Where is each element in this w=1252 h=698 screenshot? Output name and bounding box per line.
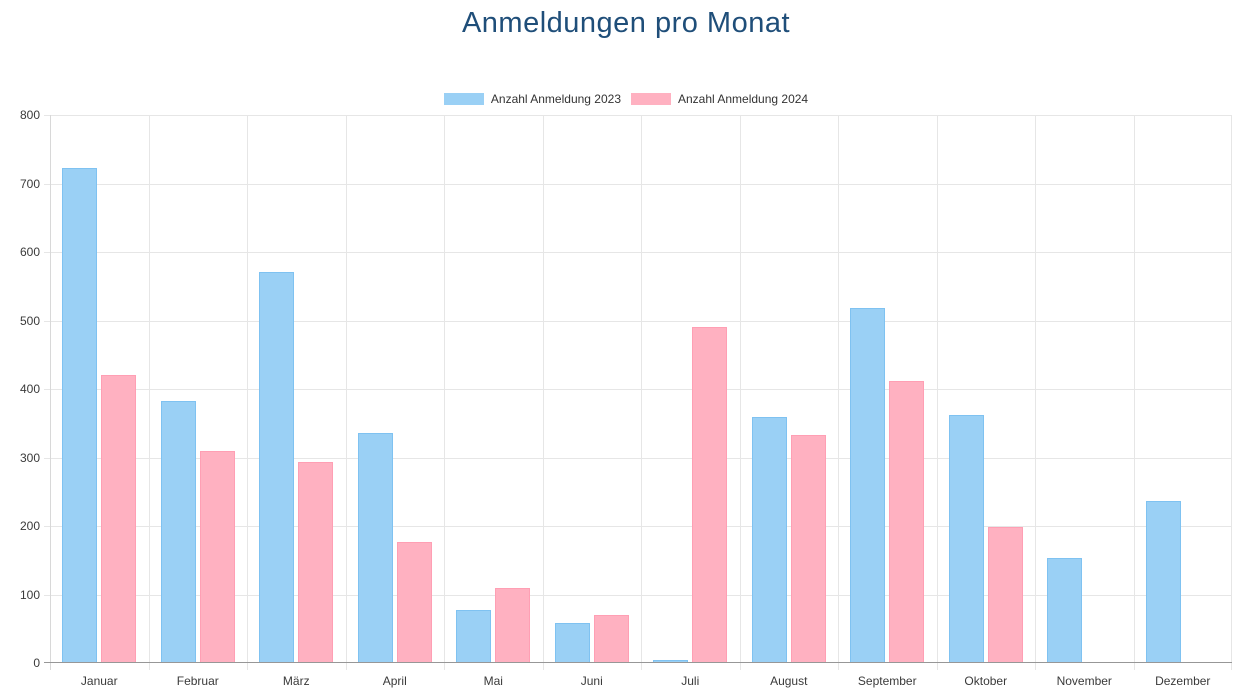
bar-group-november [1035,115,1134,663]
gridline-h [44,457,1232,459]
bar-2023-juni[interactable] [554,623,590,663]
bar-group-mai [444,115,543,663]
x-tick-label: August [770,674,808,688]
y-tick-label: 600 [19,245,40,259]
bar-group-januar [50,115,149,663]
x-tick-label: Oktober [964,674,1008,688]
bar-group-oktober [937,115,1036,663]
bar-2024-märz[interactable] [298,461,334,663]
gridline-v [148,115,150,670]
bar-2023-september[interactable] [850,308,886,663]
gridline-v [247,115,248,670]
bar-2023-oktober[interactable] [948,415,984,663]
gridline-h [44,320,1232,322]
bar-2023-juli[interactable] [653,659,689,663]
gridline-v [641,115,642,670]
gridline-v [345,115,347,670]
bar-2023-märz[interactable] [259,271,295,663]
y-tick-label: 200 [19,519,40,533]
legend-swatch-2023 [443,93,484,105]
bar-2024-juli[interactable] [692,327,728,663]
y-axis-labels: 0 100 200 300 400 500 600 700 800 [0,108,40,670]
bar-group-august [740,115,839,663]
gridline-h [44,115,1232,116]
bar-2024-februar[interactable] [199,451,235,663]
y-tick-label: 0 [33,656,40,670]
x-tick-label: Januar [80,674,118,688]
legend-label-2024: Anzahl Anmeldung 2024 [678,92,809,106]
x-tick-label: Dezember [1155,674,1211,688]
gridline-h [44,526,1232,527]
x-tick-label: September [857,674,917,688]
gridline-v [50,115,51,670]
x-tick-label: April [382,674,407,688]
y-tick-label: 700 [19,176,40,191]
x-tick-label: Mai [483,674,503,688]
legend-item-2023[interactable]: Anzahl Anmeldung 2023 [443,92,621,106]
bar-2024-september[interactable] [889,380,925,663]
bar-group-april [346,115,445,663]
gridline-v [739,115,741,670]
legend-label-2023: Anzahl Anmeldung 2023 [490,92,621,106]
bar-group-februar [149,115,248,663]
gridline-v [1133,115,1135,670]
bar-2023-dezember[interactable] [1145,501,1181,663]
y-tick-label: 100 [19,587,40,602]
y-tick-label: 500 [19,313,40,328]
chart-legend: Anzahl Anmeldung 2023 Anzahl Anmeldung 2… [0,92,1252,106]
bar-group-juni [543,115,642,663]
bar-2024-mai[interactable] [495,588,531,663]
gridline-v [838,115,839,670]
bar-2023-april[interactable] [357,432,393,663]
bar-2024-oktober[interactable] [987,526,1023,663]
bar-2023-februar[interactable] [160,401,196,663]
gridline-h [44,252,1232,253]
legend-item-2024[interactable]: Anzahl Anmeldung 2024 [631,92,808,106]
bar-2023-november[interactable] [1047,557,1083,663]
bar-group-märz [247,115,346,663]
bar-2024-april[interactable] [396,541,432,663]
bars-layer [50,115,1232,663]
bar-2023-januar[interactable] [62,167,98,663]
x-tick-label: Juni [580,674,603,688]
chart-title: Anmeldungen pro Monat [461,7,791,39]
x-tick-label: Februar [176,674,219,688]
gridline-h [44,389,1232,390]
bar-group-dezember [1134,115,1233,663]
y-tick-label: 800 [19,108,40,122]
grid-layer [44,115,1232,670]
bar-group-september [838,115,937,663]
gridline-h [44,183,1232,185]
bar-2023-mai[interactable] [456,609,492,663]
legend-swatch-2024 [631,93,671,105]
x-axis-labels: Januar Februar März April Mai Juni Juli August S… [50,674,1232,688]
y-tick-label: 300 [19,450,40,465]
x-tick-label: Juli [681,674,700,688]
y-tick-label: 400 [19,382,40,396]
x-tick-label: November [1056,674,1112,688]
gridline-h [44,594,1232,596]
gridline-v [936,115,938,670]
plot-area [44,115,1232,670]
x-axis-line [44,662,1232,663]
bar-2023-august[interactable] [751,417,787,663]
gridline-v [444,115,445,670]
gridline-v [1231,115,1232,670]
bar-2024-juni[interactable] [593,615,629,663]
bar-group-juli [641,115,740,663]
bar-2024-august[interactable] [790,434,826,663]
bar-2024-januar[interactable] [101,375,137,663]
gridline-v [1035,115,1036,670]
x-tick-label: März [282,674,310,688]
gridline-v [542,115,544,670]
